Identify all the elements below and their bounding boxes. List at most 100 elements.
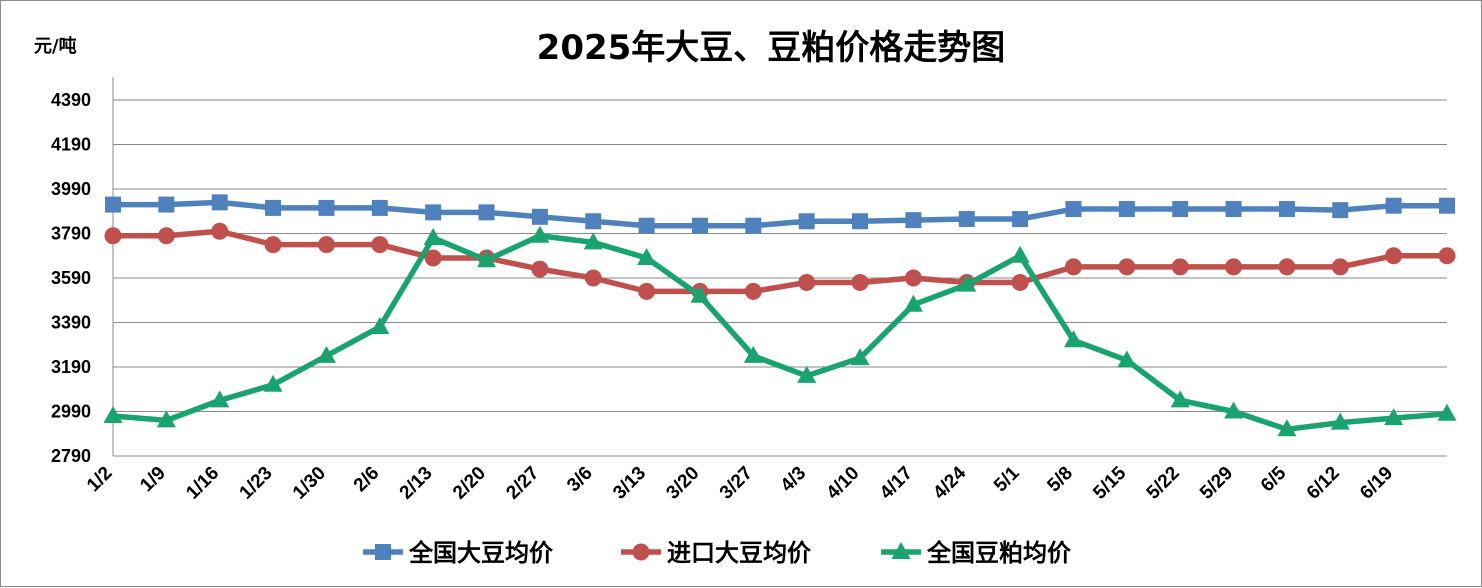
data-point — [1170, 390, 1190, 408]
data-point — [1063, 330, 1083, 348]
data-point — [904, 269, 922, 287]
data-point — [1330, 412, 1350, 430]
y-tick-label: 3190 — [51, 357, 91, 377]
data-point — [1117, 350, 1137, 368]
x-tick-label: 3/13 — [609, 463, 650, 504]
legend-label: 全国豆粕均价 — [926, 539, 1072, 567]
data-point — [1437, 403, 1457, 421]
data-point — [1064, 258, 1082, 276]
data-point — [530, 225, 550, 243]
data-point — [743, 345, 763, 363]
series-3 — [103, 225, 1457, 437]
data-point — [424, 249, 442, 267]
data-point — [425, 204, 442, 221]
x-tick-label: 3/6 — [563, 463, 597, 497]
data-point — [1010, 245, 1030, 263]
data-point — [211, 222, 229, 240]
data-point — [1118, 258, 1136, 276]
x-tick-label: 4/3 — [777, 463, 811, 497]
data-point — [1439, 197, 1455, 214]
y-tick-label: 3990 — [51, 179, 91, 199]
data-point — [638, 282, 656, 300]
series-line — [112, 232, 1448, 433]
data-point — [105, 196, 121, 213]
y-tick-label: 2790 — [51, 446, 91, 466]
x-tick-label: 4/24 — [929, 462, 970, 503]
data-point — [1331, 258, 1349, 276]
data-point — [1224, 401, 1244, 419]
data-point — [211, 194, 228, 211]
y-tick-labels: 2790 2990 3190 3390 3590 3790 3990 4190 4390 — [51, 90, 91, 466]
legend-label: 全国大豆均价 — [408, 539, 554, 567]
data-point — [478, 204, 495, 221]
gridlines — [113, 99, 1447, 412]
y-tick-label: 3590 — [51, 268, 91, 288]
data-point — [798, 213, 815, 230]
data-point — [1065, 201, 1082, 218]
x-tick-label: 6/19 — [1356, 463, 1397, 504]
x-tick-label: 4/10 — [823, 463, 864, 504]
data-point — [531, 208, 548, 225]
series-line — [113, 199, 1447, 229]
chart-title: 2025年大豆、豆粕价格走势图 — [537, 28, 1006, 68]
data-point — [1012, 211, 1029, 228]
series-line — [113, 228, 1447, 295]
legend-marker — [891, 542, 911, 559]
data-point — [1171, 258, 1189, 276]
data-point — [958, 211, 975, 228]
data-point — [797, 365, 817, 383]
y-axis-label: 元/吨 — [34, 35, 77, 57]
data-point — [585, 213, 602, 230]
axes — [112, 77, 1447, 457]
data-point — [1438, 247, 1456, 265]
data-point — [316, 345, 336, 363]
data-point — [584, 269, 602, 287]
x-tick-label: 4/17 — [876, 463, 917, 504]
data-point — [1011, 273, 1029, 291]
data-point — [1225, 201, 1242, 218]
x-tick-label: 5/15 — [1089, 462, 1130, 503]
data-point — [371, 199, 388, 216]
y-tick-label: 3390 — [51, 313, 91, 333]
x-tick-label: 5/29 — [1196, 463, 1237, 504]
data-point — [371, 236, 389, 254]
data-point — [158, 196, 175, 213]
data-point — [1385, 247, 1403, 265]
data-point — [317, 236, 335, 254]
data-point — [531, 260, 549, 278]
y-tick-label: 4390 — [51, 90, 91, 110]
data-point — [423, 227, 443, 245]
data-point — [156, 410, 176, 428]
data-point — [637, 247, 657, 265]
x-tick-label: 2/20 — [449, 463, 490, 504]
data-point — [850, 348, 870, 366]
data-point — [583, 232, 603, 250]
data-point — [1225, 258, 1243, 276]
x-tick-label: 2/13 — [396, 463, 437, 504]
data-point — [263, 374, 283, 392]
data-point — [1172, 201, 1189, 218]
x-tick-label: 5/1 — [990, 462, 1024, 496]
data-point — [103, 405, 123, 423]
data-point — [264, 236, 282, 254]
x-tick-label: 1/16 — [182, 463, 223, 504]
y-tick-label: 4190 — [51, 135, 91, 155]
x-tick-label: 5/8 — [1043, 463, 1077, 497]
x-tick-label: 1/9 — [136, 463, 170, 497]
x-tick-label: 6/5 — [1257, 462, 1291, 496]
data-point — [1385, 197, 1402, 214]
data-point — [744, 282, 762, 300]
data-point — [370, 316, 390, 334]
series-2 — [104, 222, 1456, 300]
data-point — [477, 250, 497, 268]
x-tick-label: 2/27 — [502, 463, 543, 504]
legend-marker — [632, 543, 650, 561]
data-point — [265, 199, 282, 216]
y-tick-label: 2990 — [51, 402, 91, 422]
data-point — [318, 199, 335, 216]
data-point — [157, 227, 175, 245]
data-point — [1278, 201, 1295, 218]
x-tick-labels: 1/2 1/9 1/16 1/23 1/30 2/6 2/13 2/20 2/27 3/6 3/13… — [83, 462, 1397, 503]
